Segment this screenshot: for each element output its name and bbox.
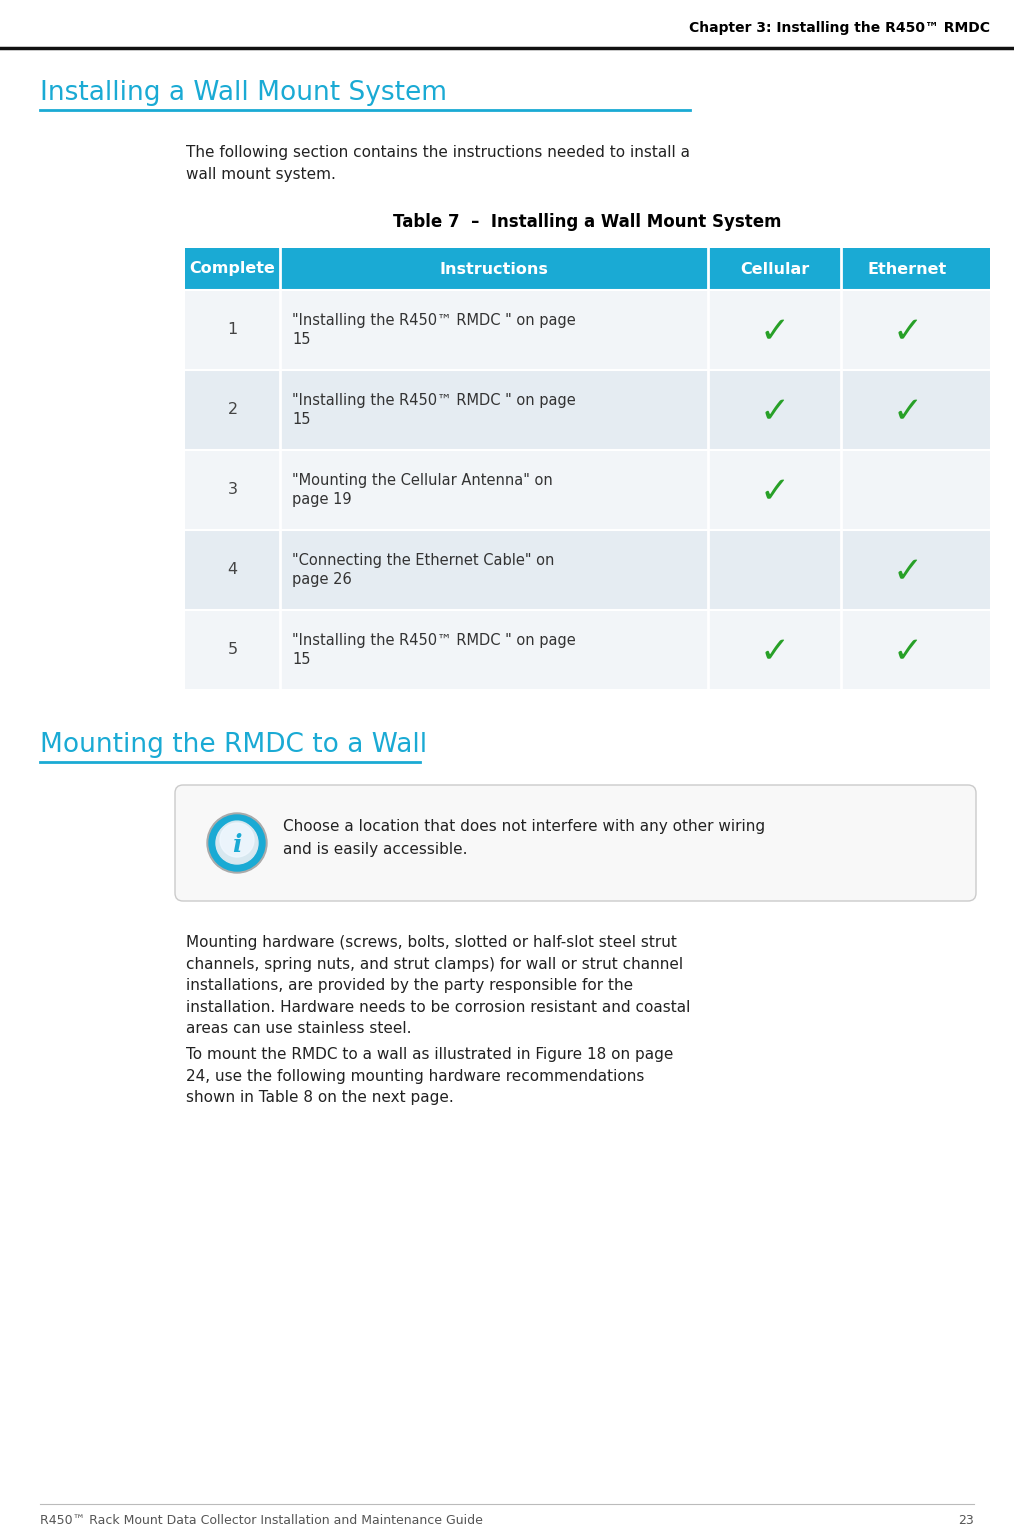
Text: 5: 5: [227, 643, 237, 657]
Text: Cellular: Cellular: [740, 262, 809, 277]
Text: Choose a location that does not interfere with any other wiring
and is easily ac: Choose a location that does not interfer…: [283, 819, 766, 857]
Text: "Installing the R450™ RMDC " on page
15: "Installing the R450™ RMDC " on page 15: [292, 632, 576, 668]
Text: 23: 23: [958, 1514, 974, 1526]
Text: 2: 2: [227, 403, 237, 418]
Text: ✓: ✓: [759, 315, 790, 349]
Bar: [185, 450, 990, 530]
Text: Instructions: Instructions: [439, 262, 549, 277]
Text: ✓: ✓: [759, 395, 790, 429]
FancyBboxPatch shape: [175, 785, 976, 902]
Text: "Mounting the Cellular Antenna" on
page 19: "Mounting the Cellular Antenna" on page …: [292, 473, 553, 507]
Bar: [185, 289, 990, 371]
Circle shape: [209, 814, 265, 871]
Text: ✓: ✓: [892, 635, 923, 669]
Text: Mounting the RMDC to a Wall: Mounting the RMDC to a Wall: [40, 732, 427, 758]
Text: "Installing the R450™ RMDC " on page
15: "Installing the R450™ RMDC " on page 15: [292, 312, 576, 348]
Text: ✓: ✓: [892, 556, 923, 589]
Bar: [185, 371, 990, 450]
Circle shape: [216, 822, 258, 863]
Text: ✓: ✓: [892, 315, 923, 349]
Circle shape: [220, 824, 254, 857]
Text: 4: 4: [227, 562, 237, 577]
Text: "Connecting the Ethernet Cable" on
page 26: "Connecting the Ethernet Cable" on page …: [292, 553, 555, 588]
Circle shape: [215, 821, 259, 865]
Text: To mount the RMDC to a wall as illustrated in Figure 18 on page
24, use the foll: To mount the RMDC to a wall as illustrat…: [186, 1047, 673, 1105]
Text: i: i: [232, 833, 241, 857]
Circle shape: [207, 813, 267, 873]
Text: Table 7  –  Installing a Wall Mount System: Table 7 – Installing a Wall Mount System: [393, 213, 782, 231]
Text: R450™ Rack Mount Data Collector Installation and Maintenance Guide: R450™ Rack Mount Data Collector Installa…: [40, 1514, 483, 1526]
Bar: [185, 248, 990, 289]
Text: Chapter 3: Installing the R450™ RMDC: Chapter 3: Installing the R450™ RMDC: [689, 21, 990, 35]
Text: 1: 1: [227, 323, 237, 337]
Bar: [185, 530, 990, 609]
Text: Mounting hardware (screws, bolts, slotted or half-slot steel strut
channels, spr: Mounting hardware (screws, bolts, slotte…: [186, 935, 691, 1036]
Text: The following section contains the instructions needed to install a
wall mount s: The following section contains the instr…: [186, 145, 690, 182]
Text: ✓: ✓: [892, 395, 923, 429]
Text: Ethernet: Ethernet: [868, 262, 947, 277]
Text: 3: 3: [227, 482, 237, 498]
Bar: [185, 609, 990, 690]
Text: ✓: ✓: [759, 475, 790, 508]
Circle shape: [219, 821, 255, 857]
Circle shape: [213, 819, 261, 867]
Text: ✓: ✓: [759, 635, 790, 669]
Text: Installing a Wall Mount System: Installing a Wall Mount System: [40, 80, 447, 106]
Text: "Installing the R450™ RMDC " on page
15: "Installing the R450™ RMDC " on page 15: [292, 392, 576, 427]
Text: Complete: Complete: [190, 262, 276, 277]
